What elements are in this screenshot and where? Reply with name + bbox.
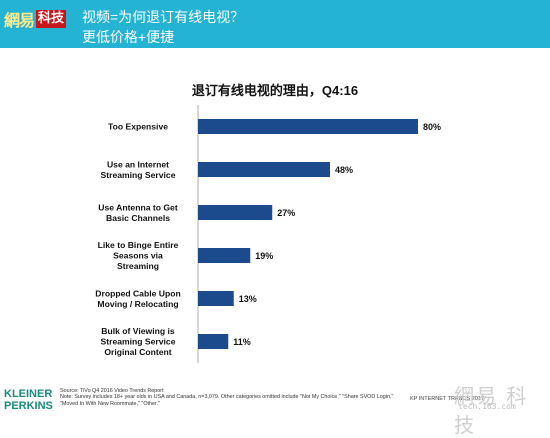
category-label-1: Use an Internet Streaming Service	[101, 159, 176, 180]
watermark: 網易 科技 tech.163.com	[406, 380, 548, 437]
value-label-3: 19%	[255, 251, 273, 261]
value-label-4: 13%	[239, 294, 257, 304]
bar-4	[198, 291, 234, 306]
logo-line-2: PERKINS	[4, 400, 53, 412]
logo-main-text: 網易	[4, 11, 35, 30]
source-line-1: Source: TiVo Q4 2016 Video Trends Report	[60, 388, 164, 394]
kleiner-perkins-logo: KLEINER PERKINS	[4, 388, 53, 412]
bar-3	[198, 248, 251, 263]
source-line-3: "Moved In With New Roommate," "Other."	[60, 400, 160, 407]
category-label-0: Too Expensive	[108, 122, 168, 132]
category-label-5: Bulk of Viewing is Streaming Service Origi…	[101, 326, 176, 357]
watermark-url: tech.163.com	[458, 402, 516, 411]
category-label-4: Dropped Cable Upon Moving / Relocating	[95, 288, 180, 309]
bar-0	[198, 119, 418, 134]
source-note: Source: TiVo Q4 2016 Video Trends Report…	[60, 388, 400, 407]
header-bar: 網易 科技 视频=为何退订有线电视？ 更低价格+便捷	[0, 0, 550, 48]
slide-title: 视频=为何退订有线电视？	[82, 9, 245, 25]
bar-5	[198, 334, 229, 349]
kp-trends-label: KP INTERNET TRENDS 2017	[410, 396, 484, 402]
value-label-2: 27%	[277, 208, 295, 218]
value-label-0: 80%	[423, 122, 441, 132]
logo-line-1: KLEINER	[4, 388, 53, 400]
chart-title: 退订有线电视的理由，Q4:16	[191, 83, 359, 98]
value-label-1: 48%	[335, 165, 353, 175]
bar-2	[198, 205, 273, 220]
netease-tech-logo: 網易 科技	[4, 8, 67, 30]
bar-1	[198, 162, 330, 177]
source-line-2: Note: Survey includes 18+ year olds in U…	[60, 394, 394, 401]
bar-chart: 80% Too Expensive 48% Use an Internet Stream…	[95, 105, 441, 363]
logo-box-text: 科技	[36, 10, 67, 28]
slide-subtitle: 更低价格+便捷	[82, 29, 175, 45]
category-label-3: Like to Binge Entire Seasons via Streaming	[98, 240, 179, 271]
category-label-2: Use Antenna to Get Basic Channels	[98, 202, 178, 223]
value-label-5: 11%	[233, 337, 251, 347]
